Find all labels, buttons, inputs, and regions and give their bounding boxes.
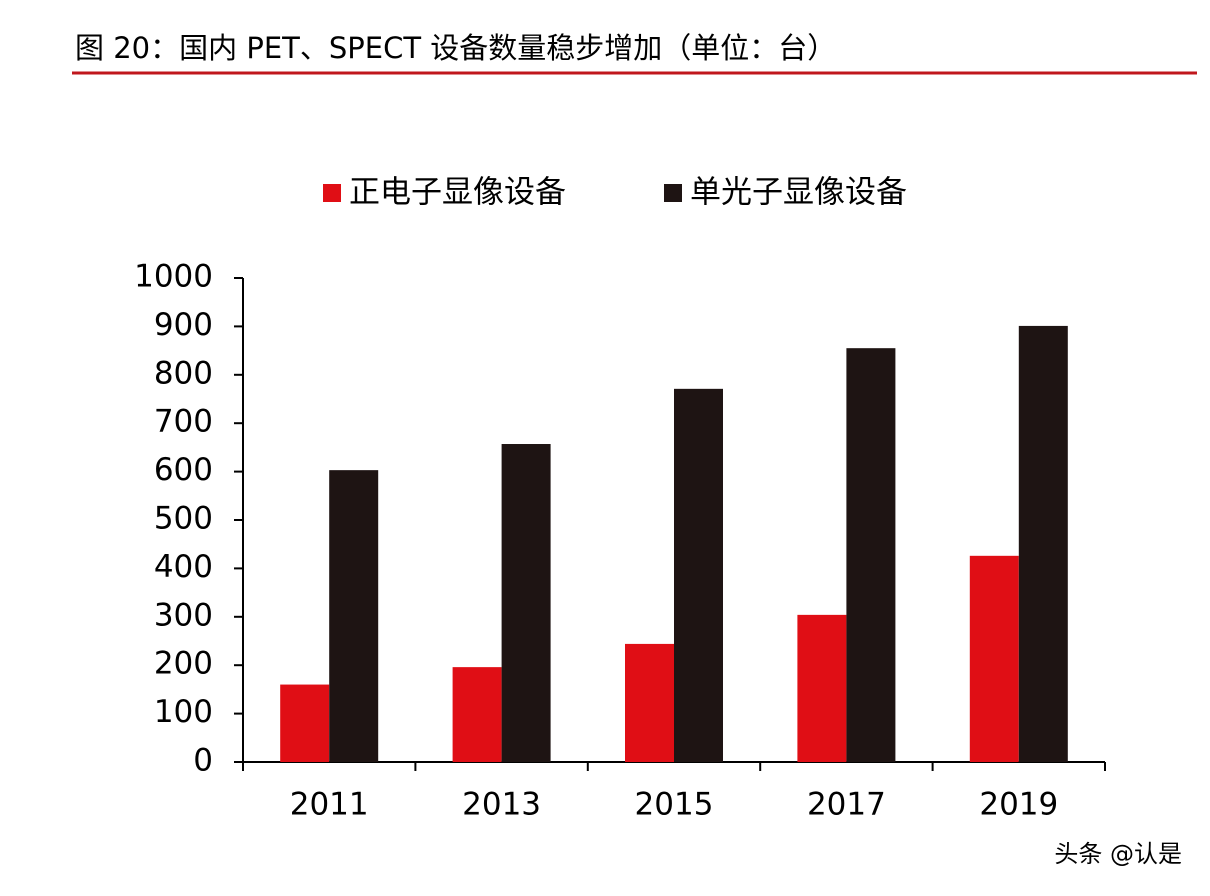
bar xyxy=(625,643,674,762)
y-tick-label: 800 xyxy=(154,355,213,391)
chart-title: 图 20：国内 PET、SPECT 设备数量稳步增加（单位：台） xyxy=(75,31,836,65)
legend-label: 单光子显像设备 xyxy=(690,175,907,211)
bar xyxy=(846,348,896,762)
legend-label: 正电子显像设备 xyxy=(349,175,566,211)
x-tick-label: 2013 xyxy=(462,787,541,823)
x-tick-label: 2011 xyxy=(290,787,369,823)
bar xyxy=(797,614,847,762)
bar xyxy=(969,555,1019,762)
y-tick-label: 900 xyxy=(154,307,213,343)
y-tick-label: 700 xyxy=(154,404,213,440)
x-tick-label: 2019 xyxy=(979,787,1058,823)
y-tick-label: 500 xyxy=(154,501,213,537)
y-tick-label: 300 xyxy=(154,597,213,633)
bar xyxy=(501,444,551,762)
y-tick-label: 400 xyxy=(154,549,213,585)
x-tick-label: 2015 xyxy=(635,787,714,823)
bar xyxy=(674,388,723,762)
bar xyxy=(452,667,502,762)
legend-swatch xyxy=(323,184,341,202)
x-tick-label: 2017 xyxy=(807,787,886,823)
bar xyxy=(280,684,330,762)
y-tick-label: 0 xyxy=(193,743,213,779)
bar xyxy=(1018,325,1068,762)
bar xyxy=(329,470,379,762)
y-tick-label: 1000 xyxy=(134,259,213,295)
y-tick-label: 100 xyxy=(154,694,213,730)
y-tick-label: 600 xyxy=(154,452,213,488)
y-tick-label: 200 xyxy=(154,646,213,682)
legend-swatch xyxy=(664,184,682,202)
watermark: 头条 @认是 xyxy=(1054,840,1182,868)
